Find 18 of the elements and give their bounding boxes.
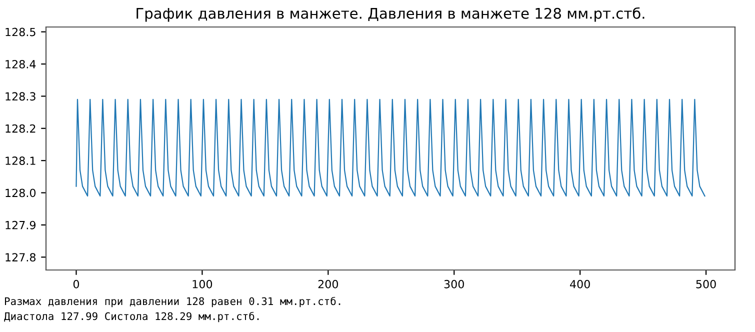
y-tick-label: 128.0 (6, 188, 36, 198)
x-tick-label: 500 (696, 280, 716, 288)
chart-title: График давления в манжете. Давления в манжете 128 мм.рт.стб. (136, 7, 644, 22)
x-tick-label: 100 (192, 280, 212, 288)
y-tick-label: 128.5 (6, 28, 36, 36)
y-tick-label: 127.8 (6, 253, 36, 262)
x-tick-label: 200 (318, 280, 338, 288)
text: Размах давления при давлении 128 равен 0.31 мм.рт.стб. (5, 296, 340, 308)
text: Диастола 127.99 Систола 128.29 мм.рт.стб. (4, 312, 259, 322)
y-tick-label: 128.4 (6, 60, 36, 68)
x-tick-label: 300 (444, 280, 464, 288)
line-series (76, 98, 706, 197)
y-tick-label: 128.1 (6, 156, 36, 165)
y-tick-label: 127.9 (6, 220, 36, 230)
x-tick-label: 400 (570, 280, 590, 288)
y-tick-label: 128.3 (6, 92, 36, 101)
y-tick-label: 128.2 (6, 124, 36, 133)
x-tick-label: 0 (73, 280, 80, 288)
